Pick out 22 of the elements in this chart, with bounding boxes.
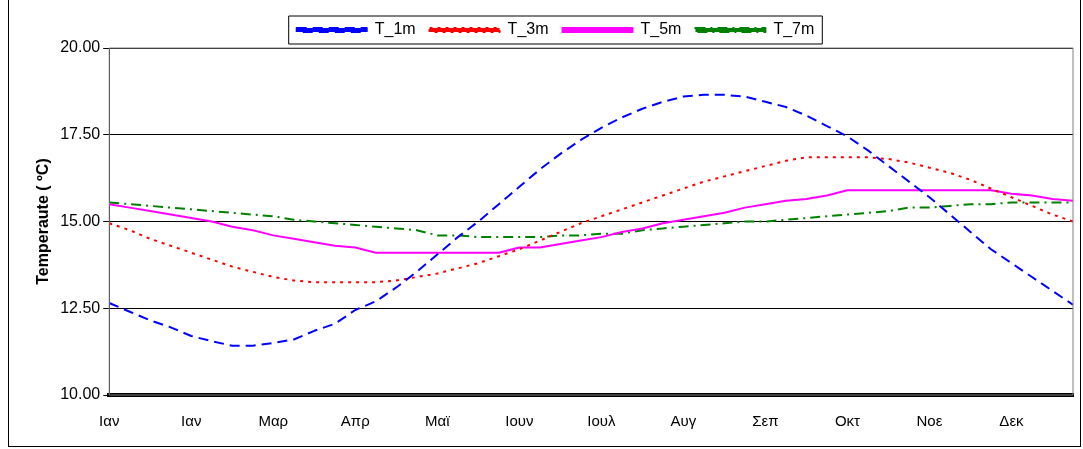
y-tick-label: 12.50 [60, 298, 101, 316]
x-tick-label: Ιαν [99, 412, 120, 430]
x-tick-label: Μαϊ [425, 412, 451, 430]
x-tick-label: Σεπ [752, 412, 779, 430]
x-tick-label: Ιουλ [587, 412, 616, 430]
legend-label: T_3m [507, 20, 549, 39]
x-tick-label: Αυγ [670, 412, 697, 430]
x-tick-label: Νοε [916, 412, 943, 430]
x-tick-label: Ιουν [505, 412, 534, 430]
x-tick-label: Απρ [340, 412, 370, 430]
y-tick-label: 10.00 [60, 385, 101, 403]
x-tick-label: Δεκ [999, 412, 1025, 430]
x-tick-label: Ιαν [181, 412, 202, 430]
legend-label: T_1m [374, 20, 416, 39]
y-axis-title: Temperaute ( ºC) [34, 158, 52, 285]
y-tick-label: 20.00 [60, 38, 101, 56]
legend-label: T_7m [773, 20, 815, 39]
y-tick-label: 17.50 [60, 125, 101, 143]
x-tick-label: Μαρ [258, 412, 289, 430]
legend-label: T_5m [640, 20, 682, 39]
y-tick-label: 15.00 [60, 211, 101, 229]
x-tick-label: Οκτ [834, 412, 861, 430]
